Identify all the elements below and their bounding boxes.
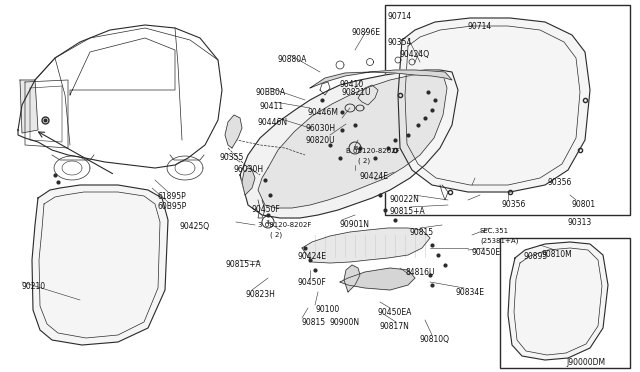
Text: 90817N: 90817N: [380, 322, 410, 331]
Text: 61895P: 61895P: [158, 192, 187, 201]
Text: 90880A: 90880A: [278, 55, 307, 64]
Text: 3: 3: [266, 219, 270, 224]
Text: 90895: 90895: [524, 252, 548, 261]
Text: 90834E: 90834E: [455, 288, 484, 297]
Polygon shape: [310, 70, 452, 88]
Text: 90411: 90411: [260, 102, 284, 111]
Text: 90424Q: 90424Q: [400, 50, 430, 59]
Text: 90410: 90410: [340, 80, 364, 89]
Text: ( 2): ( 2): [270, 232, 282, 238]
Text: B: B: [353, 145, 357, 151]
Text: 90714: 90714: [388, 12, 412, 21]
Text: 90450EA: 90450EA: [378, 308, 412, 317]
Text: 90815+A: 90815+A: [390, 207, 426, 216]
Text: ( 2): ( 2): [358, 158, 370, 164]
Polygon shape: [302, 228, 430, 263]
Polygon shape: [242, 168, 255, 195]
Polygon shape: [258, 73, 447, 208]
Text: 90450F: 90450F: [252, 205, 281, 214]
Text: 90354: 90354: [388, 38, 412, 47]
Text: 90815+A: 90815+A: [225, 260, 260, 269]
Text: 90801: 90801: [572, 200, 596, 209]
Text: 90901N: 90901N: [340, 220, 370, 229]
Polygon shape: [225, 115, 242, 148]
Text: 90424E: 90424E: [360, 172, 389, 181]
Text: 90425Q: 90425Q: [180, 222, 210, 231]
Text: 90100: 90100: [315, 305, 339, 314]
Text: 60B95P: 60B95P: [158, 202, 188, 211]
Text: 90714: 90714: [468, 22, 492, 31]
Text: 90823H: 90823H: [245, 290, 275, 299]
Bar: [385, 5, 630, 215]
Polygon shape: [398, 18, 590, 192]
Polygon shape: [344, 265, 360, 292]
Text: 96030H: 96030H: [305, 124, 335, 133]
Text: 90815: 90815: [410, 228, 434, 237]
Polygon shape: [32, 185, 168, 345]
Text: 90022N: 90022N: [390, 195, 420, 204]
Polygon shape: [240, 70, 458, 218]
Polygon shape: [508, 242, 608, 360]
Text: 90446N: 90446N: [258, 118, 288, 127]
Bar: [500, 238, 630, 368]
Text: J90000DM: J90000DM: [566, 358, 605, 367]
Text: 84816U: 84816U: [405, 268, 435, 277]
Text: 90356: 90356: [548, 178, 572, 187]
Polygon shape: [20, 80, 38, 133]
Text: (25381+A): (25381+A): [480, 238, 518, 244]
Text: SEC.351: SEC.351: [480, 228, 509, 234]
Text: 90424E: 90424E: [298, 252, 327, 261]
Text: 90896E: 90896E: [352, 28, 381, 37]
Text: 3 08120-8202F: 3 08120-8202F: [258, 222, 312, 228]
Text: 90821U: 90821U: [342, 88, 371, 97]
Text: 90446M: 90446M: [308, 108, 339, 117]
Text: 90313: 90313: [568, 218, 592, 227]
Text: 96030H: 96030H: [234, 165, 264, 174]
Text: 90815: 90815: [302, 318, 326, 327]
Text: 90450E: 90450E: [472, 248, 501, 257]
Text: 90810Q: 90810Q: [420, 335, 450, 344]
Text: 90BB0A: 90BB0A: [255, 88, 285, 97]
Text: 90450F: 90450F: [298, 278, 327, 287]
Text: B 08120-8202F: B 08120-8202F: [346, 148, 399, 154]
Text: 90210: 90210: [22, 282, 46, 291]
Text: 90355: 90355: [220, 153, 244, 162]
Polygon shape: [340, 268, 415, 290]
Text: 90900N: 90900N: [330, 318, 360, 327]
Text: 90810M: 90810M: [542, 250, 573, 259]
Text: 90820U: 90820U: [305, 136, 335, 145]
Text: 90356: 90356: [502, 200, 526, 209]
